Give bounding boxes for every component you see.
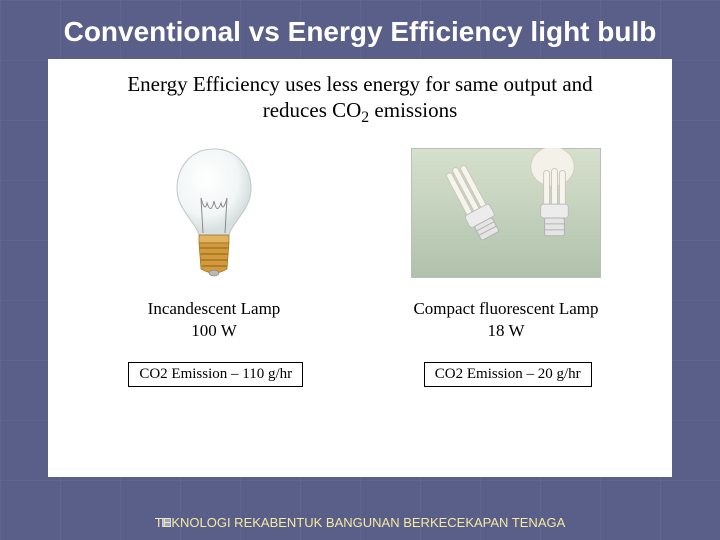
panel-subtitle: Energy Efficiency uses less energy for s… [68, 67, 652, 138]
cfl-watt: 18 W [488, 321, 525, 340]
subtitle-pre: Energy Efficiency uses less energy for s… [127, 72, 592, 122]
subtitle-subscript: 2 [361, 109, 369, 126]
incandescent-column: Incandescent Lamp 100 W [80, 138, 349, 342]
subtitle-post: emissions [369, 98, 457, 122]
cfl-column: Compact fluorescent Lamp 18 W [372, 138, 641, 342]
content-panel: Energy Efficiency uses less energy for s… [48, 59, 672, 477]
cfl-image [372, 138, 641, 288]
emission-row: CO2 Emission – 110 g/hr CO2 Emission – 2… [68, 362, 652, 387]
cfl-emission: CO2 Emission – 20 g/hr [424, 362, 592, 387]
cfl-label: Compact fluorescent Lamp 18 W [372, 298, 641, 342]
cfl-bulb-icon [412, 148, 600, 278]
slide-footer: TEKNOLOGI REKABENTUK BANGUNAN BERKECEKAP… [0, 515, 720, 530]
cfl-name: Compact fluorescent Lamp [413, 299, 598, 318]
bulbs-row: Incandescent Lamp 100 W [68, 138, 652, 342]
incandescent-watt: 100 W [191, 321, 237, 340]
incandescent-name: Incandescent Lamp [148, 299, 281, 318]
cfl-emission-box: CO2 Emission – 20 g/hr [424, 362, 592, 387]
incandescent-label: Incandescent Lamp 100 W [80, 298, 349, 342]
incandescent-emission-box: CO2 Emission – 110 g/hr [128, 362, 303, 387]
incandescent-bulb-icon [169, 143, 259, 283]
incandescent-emission: CO2 Emission – 110 g/hr [128, 362, 303, 387]
incandescent-image [80, 138, 349, 288]
cfl-photo-bg [411, 148, 601, 278]
slide-title: Conventional vs Energy Efficiency light … [0, 0, 720, 57]
